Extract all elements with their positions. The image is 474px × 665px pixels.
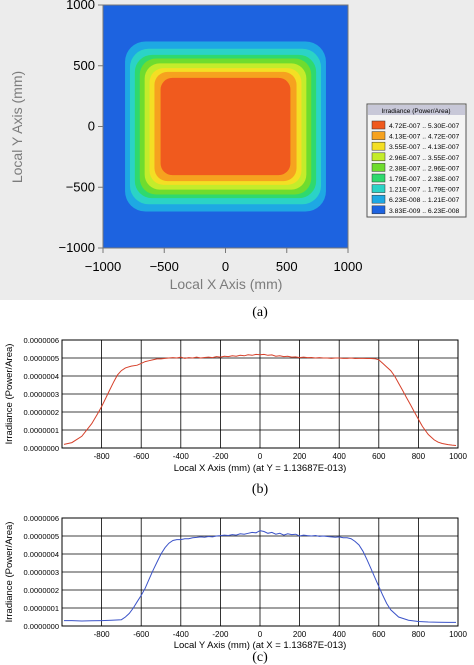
y-tick-label: 0.0000004: [24, 372, 59, 381]
x-tick-label: 600: [372, 452, 386, 461]
y-tick-label: 0.0000001: [24, 426, 59, 435]
panel-b-grid: [62, 339, 459, 449]
legend-swatch: [371, 152, 386, 162]
y-tick-label: 0.0000002: [24, 586, 59, 595]
panel-c-x-axis-label: Local Y Axis (mm) (at X = 1.13687E-013): [174, 640, 347, 651]
panel-label-a: (a): [252, 305, 268, 320]
panel-a-heatmap: −1000 −500 0 500 1000 1000 500 0 −500 −1000 Loca…: [0, 0, 474, 300]
x-tick-label: 400: [333, 452, 347, 461]
x-tick-label: 800: [412, 630, 426, 639]
legend-swatch: [371, 184, 386, 193]
heatmap-x-tick-label: 0: [222, 259, 229, 274]
x-tick-label: -800: [94, 630, 111, 639]
y-tick-label: 0.0000005: [24, 354, 59, 363]
y-tick-label: 0.0000005: [24, 532, 59, 541]
x-tick-label: 200: [293, 452, 307, 461]
x-tick-label: -800: [94, 452, 111, 461]
y-tick-label: 0.0000003: [24, 568, 59, 577]
legend-swatch: [371, 173, 386, 183]
legend-entry-label: 3.55E-007 .. 4.13E-007: [389, 144, 460, 151]
y-tick-label: 0.0000006: [24, 336, 59, 345]
legend-entry-label: 1.21E-007 .. 1.79E-007: [389, 187, 460, 194]
x-tick-label: 800: [412, 452, 426, 461]
heatmap-legend: Irradiance (Power/Area) 4.72E-007 .. 5.3…: [366, 103, 467, 218]
heatmap-y-ticks: 1000 500 0 −500 −1000: [58, 0, 103, 255]
x-tick-label: -600: [133, 452, 150, 461]
panel-b-y-ticks: 0.0000006 0.0000005 0.0000004 0.0000003 0.00…: [24, 336, 59, 453]
heatmap-x-tick-label: 500: [276, 259, 298, 274]
heatmap-x-tick-label: −1000: [85, 259, 122, 274]
legend-swatch: [371, 120, 386, 130]
legend-swatch: [371, 194, 386, 204]
legend-entry-label: 6.23E-008 .. 1.21E-007: [389, 197, 460, 204]
panel-c-y-ticks: 0.0000006 0.0000005 0.0000004 0.0000003 0.00…: [24, 514, 59, 631]
heatmap-y-tick-label: 1000: [66, 0, 95, 12]
x-tick-label: 600: [372, 630, 386, 639]
legend-entry-label: 4.72E-007 .. 5.30E-007: [389, 123, 460, 130]
legend-swatch: [371, 205, 386, 215]
legend-title-bar: [368, 105, 465, 115]
heatmap-region-7: [160, 77, 291, 176]
panel-label-c: (c): [252, 650, 268, 665]
panel-c-grid: [62, 517, 459, 627]
y-tick-label: 0.0000000: [24, 622, 59, 631]
panel-c-x-ticks: -800 -600 -400 -200 0 200 400 600 800 1000: [94, 630, 468, 639]
x-tick-label: -600: [133, 630, 150, 639]
heatmap-x-axis-label: Local X Axis (mm): [170, 276, 283, 292]
x-tick-label: 0: [258, 630, 263, 639]
x-tick-label: -200: [212, 630, 229, 639]
heatmap-area: [103, 5, 348, 248]
panel-c-y-axis-label: Irradiance (Power/Area): [4, 522, 15, 623]
legend-entries: 4.72E-007 .. 5.30E-007 4.13E-007 .. 4.72E…: [371, 120, 460, 215]
x-tick-label: -400: [173, 630, 190, 639]
y-tick-label: 0.0000006: [24, 514, 59, 523]
heatmap-y-tick-label: −1000: [58, 240, 95, 255]
panel-b-x-axis-label: Local X Axis (mm) (at Y = 1.13687E-013): [174, 463, 347, 474]
panel-b-line-chart: 0.0000006 0.0000005 0.0000004 0.0000003 0.00…: [4, 336, 467, 474]
legend-swatch: [371, 141, 386, 151]
y-tick-label: 0.0000003: [24, 390, 59, 399]
x-tick-label: -200: [212, 452, 229, 461]
panel-c-line-chart: 0.0000006 0.0000005 0.0000004 0.0000003 0.00…: [4, 514, 467, 651]
panel-b-x-ticks: -800 -600 -400 -200 0 200 400 600 800 1000: [94, 452, 468, 461]
heatmap-y-tick-label: 500: [73, 58, 95, 73]
heatmap-y-tick-label: 0: [88, 119, 95, 134]
legend-title: Irradiance (Power/Area): [382, 108, 451, 115]
legend-entry-label: 1.79E-007 .. 2.38E-007: [389, 176, 460, 183]
heatmap-x-ticks: −1000 −500 0 500 1000: [85, 248, 363, 274]
legend-entry-label: 4.13E-007 .. 4.72E-007: [389, 134, 460, 141]
legend-swatch: [371, 163, 386, 172]
x-tick-label: 400: [333, 630, 347, 639]
x-tick-label: -400: [173, 452, 190, 461]
panel-label-b: (b): [252, 482, 269, 497]
heatmap-y-tick-label: −500: [66, 179, 95, 194]
legend-swatch: [371, 131, 386, 140]
heatmap-x-tick-label: 1000: [334, 259, 363, 274]
legend-entry-label: 2.96E-007 .. 3.55E-007: [389, 155, 460, 162]
panel-c-series-line: [64, 530, 456, 623]
y-tick-label: 0.0000000: [24, 444, 59, 453]
y-tick-label: 0.0000002: [24, 408, 59, 417]
legend-entry-label: 2.38E-007 .. 2.96E-007: [389, 165, 460, 172]
x-tick-label: 200: [293, 630, 307, 639]
y-tick-label: 0.0000001: [24, 604, 59, 613]
heatmap-x-tick-label: −500: [150, 259, 179, 274]
heatmap-y-axis-label: Local Y Axis (mm): [9, 71, 25, 183]
x-tick-label: 1000: [449, 452, 467, 461]
panel-b-series-line: [63, 353, 457, 446]
panel-b-y-axis-label: Irradiance (Power/Area): [4, 344, 15, 445]
x-tick-label: 0: [258, 452, 263, 461]
x-tick-label: 1000: [449, 630, 467, 639]
y-tick-label: 0.0000004: [24, 550, 59, 559]
legend-entry-label: 3.83E-009 .. 6.23E-008: [389, 208, 460, 215]
